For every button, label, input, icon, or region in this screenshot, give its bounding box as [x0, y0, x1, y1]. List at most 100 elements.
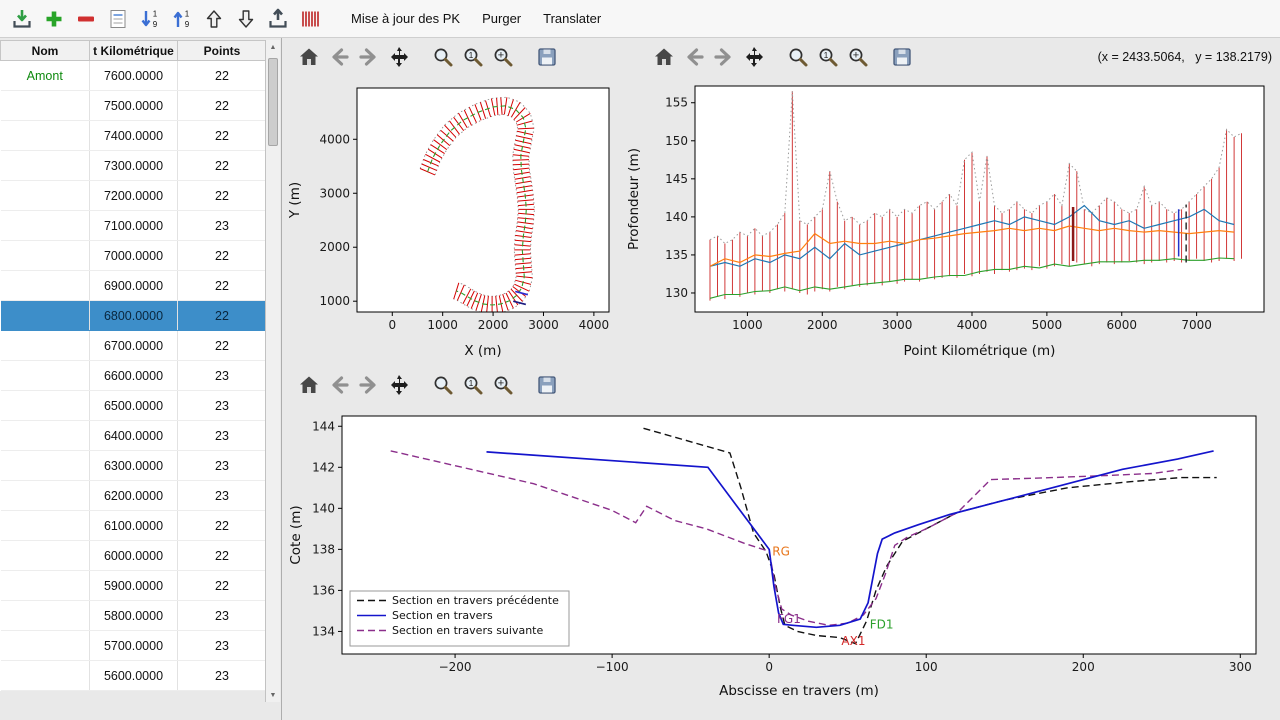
- cell-nom[interactable]: [0, 510, 90, 541]
- cell-points[interactable]: 22: [177, 180, 267, 211]
- cell-points[interactable]: 22: [177, 300, 267, 331]
- column-header-pk[interactable]: t Kilométrique: [89, 40, 178, 61]
- scrollbar-thumb[interactable]: [268, 58, 278, 146]
- cell-pk[interactable]: 7200.0000: [89, 180, 178, 211]
- cell-pk[interactable]: 6400.0000: [89, 420, 178, 451]
- cell-points[interactable]: 23: [177, 480, 267, 511]
- zoom-button[interactable]: [784, 43, 812, 71]
- cell-nom[interactable]: [0, 480, 90, 511]
- home-button[interactable]: [295, 371, 323, 399]
- cell-pk[interactable]: 6500.0000: [89, 390, 178, 421]
- cell-points[interactable]: 23: [177, 450, 267, 481]
- table-row[interactable]: 7100.0000 23: [0, 210, 267, 241]
- zoom-region-button[interactable]: +: [489, 43, 517, 71]
- move-up-button[interactable]: [200, 5, 228, 33]
- longitudinal-profile-chart[interactable]: 1000 2000 3000 4000 5000 6000 7000 130 135 140 145…: [622, 76, 1278, 364]
- cross-section-chart[interactable]: RG FG1 AX1 FD1 Section en travers précédente…: [285, 404, 1278, 704]
- cell-nom[interactable]: [0, 450, 90, 481]
- cell-nom[interactable]: [0, 150, 90, 181]
- table-scrollbar[interactable]: ▲ ▼: [265, 40, 280, 702]
- column-header-nom[interactable]: Nom: [0, 40, 90, 61]
- table-row[interactable]: 5800.0000 23: [0, 600, 267, 631]
- cell-pk[interactable]: 6100.0000: [89, 510, 178, 541]
- table-row[interactable]: 7500.0000 22: [0, 90, 267, 121]
- cell-nom[interactable]: [0, 630, 90, 661]
- cell-pk[interactable]: 7300.0000: [89, 150, 178, 181]
- menu-mise-a-jour-des-pk[interactable]: Mise à jour des PK: [351, 11, 461, 26]
- cell-pk[interactable]: 5800.0000: [89, 600, 178, 631]
- zoom-region-button[interactable]: +: [844, 43, 872, 71]
- menu-translater[interactable]: Translater: [543, 11, 602, 26]
- plan-view-chart[interactable]: 0 1000 2000 3000 4000 1000 2000 3000 4000 X (m) Y …: [285, 76, 621, 364]
- cell-points[interactable]: 22: [177, 90, 267, 121]
- cell-points[interactable]: 23: [177, 390, 267, 421]
- table-row[interactable]: 6300.0000 23: [0, 450, 267, 481]
- pan-button[interactable]: [385, 43, 413, 71]
- cell-points[interactable]: 22: [177, 150, 267, 181]
- cell-nom[interactable]: [0, 270, 90, 301]
- save-button[interactable]: [533, 371, 561, 399]
- table-row[interactable]: 6400.0000 23: [0, 420, 267, 451]
- column-header-points[interactable]: Points: [177, 40, 267, 61]
- table-row[interactable]: 5700.0000 23: [0, 630, 267, 661]
- cell-pk[interactable]: 7100.0000: [89, 210, 178, 241]
- pan-button[interactable]: [385, 371, 413, 399]
- table-row[interactable]: 6800.0000 22: [0, 300, 267, 331]
- cell-nom[interactable]: [0, 390, 90, 421]
- table-row[interactable]: 5600.0000 23: [0, 660, 267, 691]
- cell-nom[interactable]: [0, 210, 90, 241]
- zoom-one-button[interactable]: 1: [459, 371, 487, 399]
- cell-points[interactable]: 22: [177, 270, 267, 301]
- table-row[interactable]: Amont 7600.0000 22: [0, 60, 267, 91]
- cell-pk[interactable]: 5700.0000: [89, 630, 178, 661]
- cell-points[interactable]: 22: [177, 120, 267, 151]
- scroll-up-button[interactable]: ▲: [269, 43, 277, 51]
- move-down-button[interactable]: [232, 5, 260, 33]
- save-button[interactable]: [533, 43, 561, 71]
- remove-button[interactable]: [72, 5, 100, 33]
- cell-pk[interactable]: 7600.0000: [89, 60, 178, 91]
- zoom-one-button[interactable]: 1: [814, 43, 842, 71]
- table-row[interactable]: 7400.0000 22: [0, 120, 267, 151]
- cell-points[interactable]: 23: [177, 600, 267, 631]
- cell-nom[interactable]: [0, 420, 90, 451]
- cell-points[interactable]: 22: [177, 570, 267, 601]
- cell-points[interactable]: 22: [177, 540, 267, 571]
- cell-nom[interactable]: [0, 90, 90, 121]
- sections-button[interactable]: [296, 5, 324, 33]
- cell-nom[interactable]: [0, 660, 90, 691]
- table-row[interactable]: 7300.0000 22: [0, 150, 267, 181]
- home-button[interactable]: [295, 43, 323, 71]
- cell-pk[interactable]: 7000.0000: [89, 240, 178, 271]
- cell-points[interactable]: 22: [177, 60, 267, 91]
- menu-purger[interactable]: Purger: [482, 11, 522, 26]
- forward-button[interactable]: [355, 43, 383, 71]
- cell-nom[interactable]: [0, 570, 90, 601]
- cell-nom[interactable]: [0, 330, 90, 361]
- zoom-region-button[interactable]: +: [489, 371, 517, 399]
- forward-button[interactable]: [355, 371, 383, 399]
- cell-nom[interactable]: [0, 360, 90, 391]
- table-row[interactable]: 6900.0000 22: [0, 270, 267, 301]
- back-button[interactable]: [680, 43, 708, 71]
- cell-pk[interactable]: 6900.0000: [89, 270, 178, 301]
- attributes-button[interactable]: [104, 5, 132, 33]
- scroll-down-button[interactable]: ▼: [269, 691, 277, 699]
- cell-points[interactable]: 23: [177, 660, 267, 691]
- cell-points[interactable]: 22: [177, 240, 267, 271]
- cell-nom[interactable]: [0, 180, 90, 211]
- cell-points[interactable]: 23: [177, 210, 267, 241]
- cell-pk[interactable]: 7400.0000: [89, 120, 178, 151]
- cell-nom[interactable]: [0, 600, 90, 631]
- cell-pk[interactable]: 6700.0000: [89, 330, 178, 361]
- cell-pk[interactable]: 6300.0000: [89, 450, 178, 481]
- cell-points[interactable]: 23: [177, 630, 267, 661]
- zoom-button[interactable]: [429, 43, 457, 71]
- table-row[interactable]: 6500.0000 23: [0, 390, 267, 421]
- forward-button[interactable]: [710, 43, 738, 71]
- table-row[interactable]: 6700.0000 22: [0, 330, 267, 361]
- pan-button[interactable]: [740, 43, 768, 71]
- cell-nom[interactable]: [0, 300, 90, 331]
